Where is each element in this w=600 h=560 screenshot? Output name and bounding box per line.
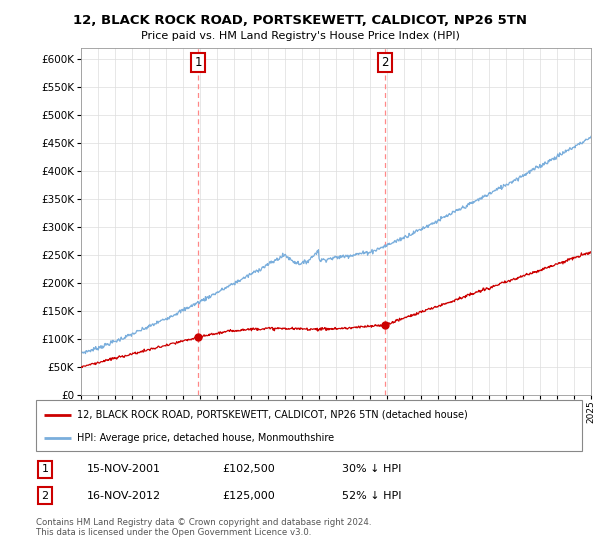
Text: 12, BLACK ROCK ROAD, PORTSKEWETT, CALDICOT, NP26 5TN: 12, BLACK ROCK ROAD, PORTSKEWETT, CALDIC…	[73, 14, 527, 27]
Text: 1: 1	[41, 464, 49, 474]
Text: 12, BLACK ROCK ROAD, PORTSKEWETT, CALDICOT, NP26 5TN (detached house): 12, BLACK ROCK ROAD, PORTSKEWETT, CALDIC…	[77, 409, 468, 419]
FancyBboxPatch shape	[36, 400, 582, 451]
Text: £125,000: £125,000	[222, 491, 275, 501]
Text: HPI: Average price, detached house, Monmouthshire: HPI: Average price, detached house, Monm…	[77, 433, 334, 443]
Text: Contains HM Land Registry data © Crown copyright and database right 2024.
This d: Contains HM Land Registry data © Crown c…	[36, 518, 371, 538]
Text: 2: 2	[381, 57, 389, 69]
Text: 15-NOV-2001: 15-NOV-2001	[87, 464, 161, 474]
Text: Price paid vs. HM Land Registry's House Price Index (HPI): Price paid vs. HM Land Registry's House …	[140, 31, 460, 41]
Text: 30% ↓ HPI: 30% ↓ HPI	[342, 464, 401, 474]
Text: 52% ↓ HPI: 52% ↓ HPI	[342, 491, 401, 501]
Text: 16-NOV-2012: 16-NOV-2012	[87, 491, 161, 501]
Text: 2: 2	[41, 491, 49, 501]
Text: £102,500: £102,500	[222, 464, 275, 474]
Text: 1: 1	[194, 57, 202, 69]
